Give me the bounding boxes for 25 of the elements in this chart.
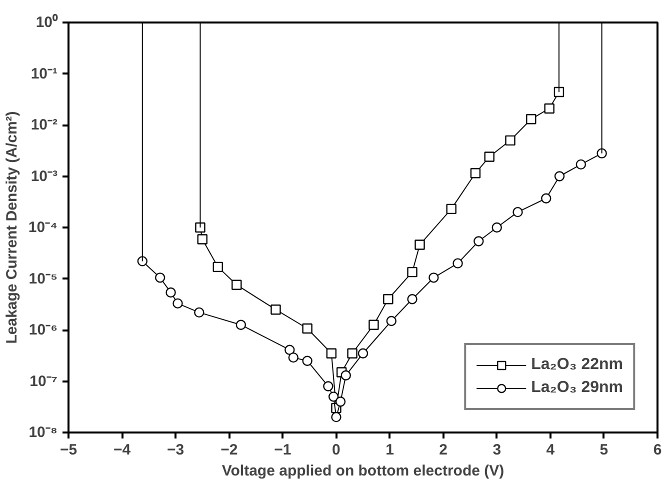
x-tick-label: −3 [167, 442, 184, 458]
y-tick-label: 10⁻⁶ [28, 322, 58, 338]
y-tick-label: 10⁻⁵ [28, 270, 58, 288]
x-tick-label: 1 [386, 442, 394, 458]
legend-label: La₂O₃ 22nm [531, 356, 623, 374]
y-tick-label: 10⁻⁷ [30, 372, 58, 390]
x-tick-label: −1 [274, 442, 292, 458]
y-tick-label: 10⁻⁸ [28, 424, 58, 441]
x-tick-label: −5 [60, 442, 78, 458]
x-tick-label: 5 [600, 442, 608, 458]
x-tick-label: −4 [113, 442, 132, 458]
y-tick-label: 10⁻³ [30, 168, 58, 185]
x-tick-label: 4 [546, 442, 556, 458]
x-tick-label: −2 [220, 442, 238, 458]
x-tick-label: 2 [439, 442, 448, 458]
x-tick-label: 0 [332, 442, 340, 458]
x-tick-label: 3 [492, 442, 502, 458]
x-axis-title: Voltage applied on bottom electrode (V) [222, 462, 504, 480]
x-tick-label: 6 [653, 442, 662, 458]
y-tick-label: 10⁻² [30, 116, 58, 134]
y-tick-label: 10⁻⁴ [28, 219, 58, 236]
y-tick-label: 10⁰ [36, 13, 58, 31]
legend-label: La₂O₃ 29nm [531, 379, 623, 397]
y-axis-title: Leakage Current Density (A/cm²) [3, 111, 20, 344]
y-tick-label: 10⁻¹ [30, 65, 58, 82]
